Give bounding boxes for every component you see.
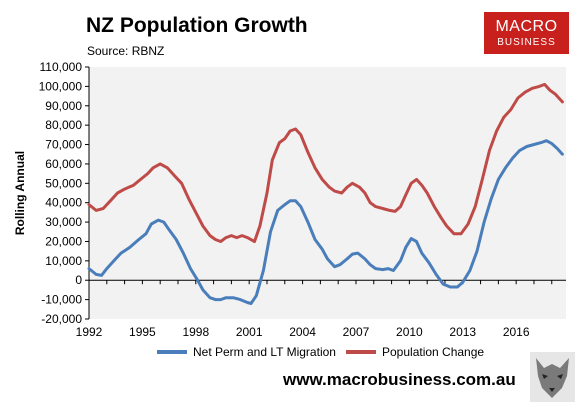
wolf-icon xyxy=(530,352,575,402)
x-tick-label: 2010 xyxy=(396,325,423,339)
legend-item-migration: Net Perm and LT Migration xyxy=(157,345,336,359)
x-tick-label: 2004 xyxy=(289,325,316,339)
legend-item-population: Population Change xyxy=(346,345,484,359)
y-tick-label: 0 xyxy=(75,273,82,287)
x-tick-label: 2007 xyxy=(343,325,370,339)
series-line-population xyxy=(87,82,564,243)
line-chart: 110,000 100,000 90,000 80,000 70,000 60,000 50… xyxy=(13,60,566,339)
x-tick-label: 1995 xyxy=(129,325,156,339)
x-axis: 1992 1995 1998 2001 2004 2007 2010 2013 2016 xyxy=(76,279,566,339)
footer-url: www.macrobusiness.com.au xyxy=(283,370,516,389)
y-tick-label: 90,000 xyxy=(45,99,82,113)
series-line-migration xyxy=(87,139,564,305)
y-tick-label: 50,000 xyxy=(45,176,82,190)
legend-label-population: Population Change xyxy=(382,345,485,359)
x-tick-label: 2001 xyxy=(236,325,263,339)
y-axis: 110,000 100,000 90,000 80,000 70,000 60,000 50… xyxy=(39,60,90,326)
y-axis-label: Rolling Annual xyxy=(13,151,27,235)
y-tick-label: 30,000 xyxy=(45,215,82,229)
y-tick-label: 60,000 xyxy=(45,157,82,171)
legend-swatch-population xyxy=(346,350,376,354)
y-tick-label: 40,000 xyxy=(45,196,82,210)
y-tick-label: 20,000 xyxy=(45,234,82,248)
y-tick-label: 80,000 xyxy=(45,118,82,132)
series-layer xyxy=(87,82,564,305)
legend-label-migration: Net Perm and LT Migration xyxy=(193,345,336,359)
logo-line2: BUSINESS xyxy=(497,37,556,48)
macrobusiness-logo: MACRO BUSINESS xyxy=(484,12,569,54)
y-tick-label: 70,000 xyxy=(45,138,82,152)
y-tick-label: 100,000 xyxy=(39,79,83,93)
legend-swatch-migration xyxy=(157,350,187,354)
x-tick-label: 1998 xyxy=(182,325,209,339)
x-tick-label: 1992 xyxy=(76,325,103,339)
plot-area xyxy=(89,67,566,319)
logo-line1: MACRO xyxy=(495,18,558,35)
y-tick-label: -20,000 xyxy=(41,312,82,326)
chart-title: NZ Population Growth xyxy=(86,14,308,37)
x-tick-label: 2013 xyxy=(449,325,476,339)
y-tick-label: 10,000 xyxy=(45,254,82,268)
chart-source: Source: RBNZ xyxy=(87,44,165,58)
y-tick-label: -10,000 xyxy=(41,293,82,307)
y-tick-label: 110,000 xyxy=(40,60,83,74)
x-tick-label: 2016 xyxy=(503,325,530,339)
